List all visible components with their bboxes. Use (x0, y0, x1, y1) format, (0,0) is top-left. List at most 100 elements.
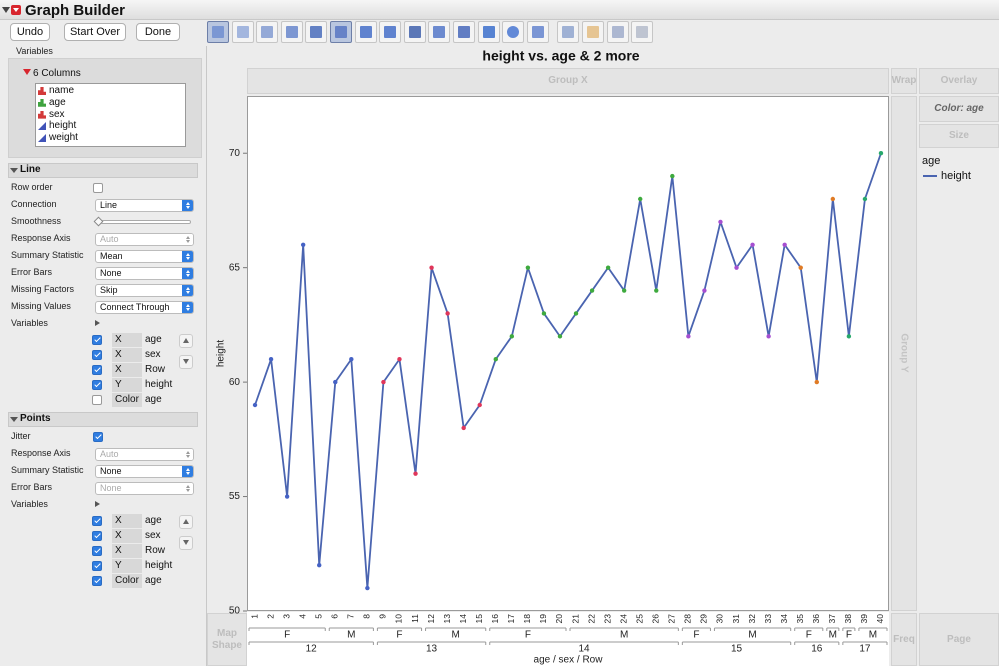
toolbar-icon[interactable] (502, 21, 525, 43)
section-triangle[interactable] (10, 168, 18, 173)
variables-label: Variables (16, 46, 53, 56)
window-title: Graph Builder (25, 2, 126, 19)
role-label: Color (115, 394, 139, 405)
group-y-label[interactable]: Group Y (898, 333, 910, 373)
dropdown-arrow-up (186, 485, 190, 488)
freq-zone[interactable]: Freq (891, 613, 917, 666)
toolbar-glyph (531, 26, 544, 38)
group-y-zone[interactable] (891, 96, 917, 611)
toolbar-icon[interactable] (428, 21, 451, 43)
overlay-zone[interactable]: Overlay (919, 68, 999, 94)
dropdown[interactable]: Connect Through (95, 301, 194, 314)
color-zone[interactable]: Color: age (919, 96, 999, 122)
checkbox[interactable] (92, 576, 102, 586)
move-button[interactable] (179, 515, 193, 529)
toolbar-icon[interactable] (477, 21, 500, 43)
dropdown-arrow-up (186, 236, 190, 239)
option-label: Missing Values (11, 301, 71, 311)
checkbox[interactable] (93, 432, 103, 442)
option-label: Response Axis (11, 233, 71, 243)
dropdown-arrow-down (186, 206, 190, 209)
toolbar-icon[interactable] (379, 21, 402, 43)
dropdown-arrow-down (186, 455, 190, 458)
move-button[interactable] (179, 355, 193, 369)
check-mark (94, 516, 101, 524)
wrap-zone[interactable]: Wrap (891, 68, 917, 94)
checkbox[interactable] (92, 395, 102, 405)
move-button[interactable] (179, 334, 193, 348)
role-label: X (115, 545, 122, 556)
page-zone[interactable]: Page (919, 613, 999, 666)
expander-arrow[interactable] (95, 320, 100, 326)
role-column: Row (145, 364, 166, 375)
move-button[interactable] (179, 536, 193, 550)
toolbar-glyph (458, 26, 470, 38)
dropdown-value: Auto (100, 234, 119, 244)
columns-menu-icon[interactable] (23, 69, 31, 75)
dropdown-value: Skip (100, 285, 118, 295)
group-x-zone[interactable]: Group X (247, 68, 889, 94)
toolbar-icon[interactable] (526, 21, 549, 43)
button[interactable]: Undo (10, 23, 50, 41)
dropdown[interactable]: Mean (95, 250, 194, 263)
column-name[interactable]: weight (49, 132, 78, 144)
toolbar-icon[interactable] (403, 21, 426, 43)
size-zone[interactable]: Size (919, 124, 999, 148)
dropdown-cap (182, 483, 193, 494)
checkbox[interactable] (92, 380, 102, 390)
column-name[interactable]: name (49, 85, 75, 96)
toolbar-icon[interactable] (330, 21, 352, 43)
toolbar-icon[interactable] (280, 21, 303, 43)
role-label: X (115, 530, 122, 541)
checkbox[interactable] (92, 531, 102, 541)
dropdown[interactable]: Line (95, 199, 194, 212)
slider-track[interactable] (98, 220, 191, 224)
toolbar-icon[interactable] (305, 21, 328, 43)
column-name[interactable]: age (49, 96, 66, 108)
toolbar-icon[interactable] (256, 21, 279, 43)
dropdown[interactable]: None (95, 465, 194, 478)
role-column: age (145, 515, 162, 526)
slider-thumb[interactable] (93, 216, 104, 227)
button[interactable]: Start Over (64, 23, 126, 41)
role-cell (112, 348, 142, 362)
check-mark (94, 335, 101, 343)
toolbar-icon[interactable] (453, 21, 475, 43)
toolbar-glyph (359, 26, 372, 38)
toolbar-icon[interactable] (557, 21, 580, 43)
checkbox[interactable] (92, 561, 102, 571)
toolbar-icon[interactable] (207, 21, 229, 43)
section-triangle[interactable] (10, 417, 18, 422)
toolbar-icon[interactable] (354, 21, 377, 43)
y-tick-label: 70 (229, 148, 241, 159)
checkbox[interactable] (92, 546, 102, 556)
role-column: age (145, 334, 162, 345)
checkbox[interactable] (92, 365, 102, 375)
role-label: Y (115, 560, 122, 571)
map-shape-zone[interactable]: Map Shape (207, 613, 247, 666)
checkbox[interactable] (93, 183, 103, 193)
checkbox[interactable] (92, 350, 102, 360)
toolbar-glyph (611, 26, 624, 38)
expander-arrow[interactable] (95, 501, 100, 507)
role-cell (112, 393, 142, 407)
dropdown[interactable]: None (95, 267, 194, 280)
button[interactable]: Done (136, 23, 180, 41)
column-name[interactable]: sex (49, 108, 65, 120)
collapse-triangle[interactable] (2, 7, 10, 13)
toolbar-icon[interactable] (231, 21, 254, 43)
column-name[interactable]: height (49, 120, 77, 132)
role-column: sex (145, 530, 161, 541)
toolbar-glyph (261, 26, 274, 38)
toolbar-icon[interactable] (631, 21, 654, 43)
dropdown-cap (182, 466, 193, 477)
y-axis-label: height (216, 340, 227, 367)
check-mark (94, 380, 101, 388)
role-label: Y (115, 379, 122, 390)
toolbar-glyph (562, 26, 575, 38)
checkbox[interactable] (92, 516, 102, 526)
checkbox[interactable] (92, 335, 102, 345)
toolbar-icon[interactable] (582, 21, 604, 43)
toolbar-icon[interactable] (606, 21, 629, 43)
dropdown[interactable]: Skip (95, 284, 194, 297)
